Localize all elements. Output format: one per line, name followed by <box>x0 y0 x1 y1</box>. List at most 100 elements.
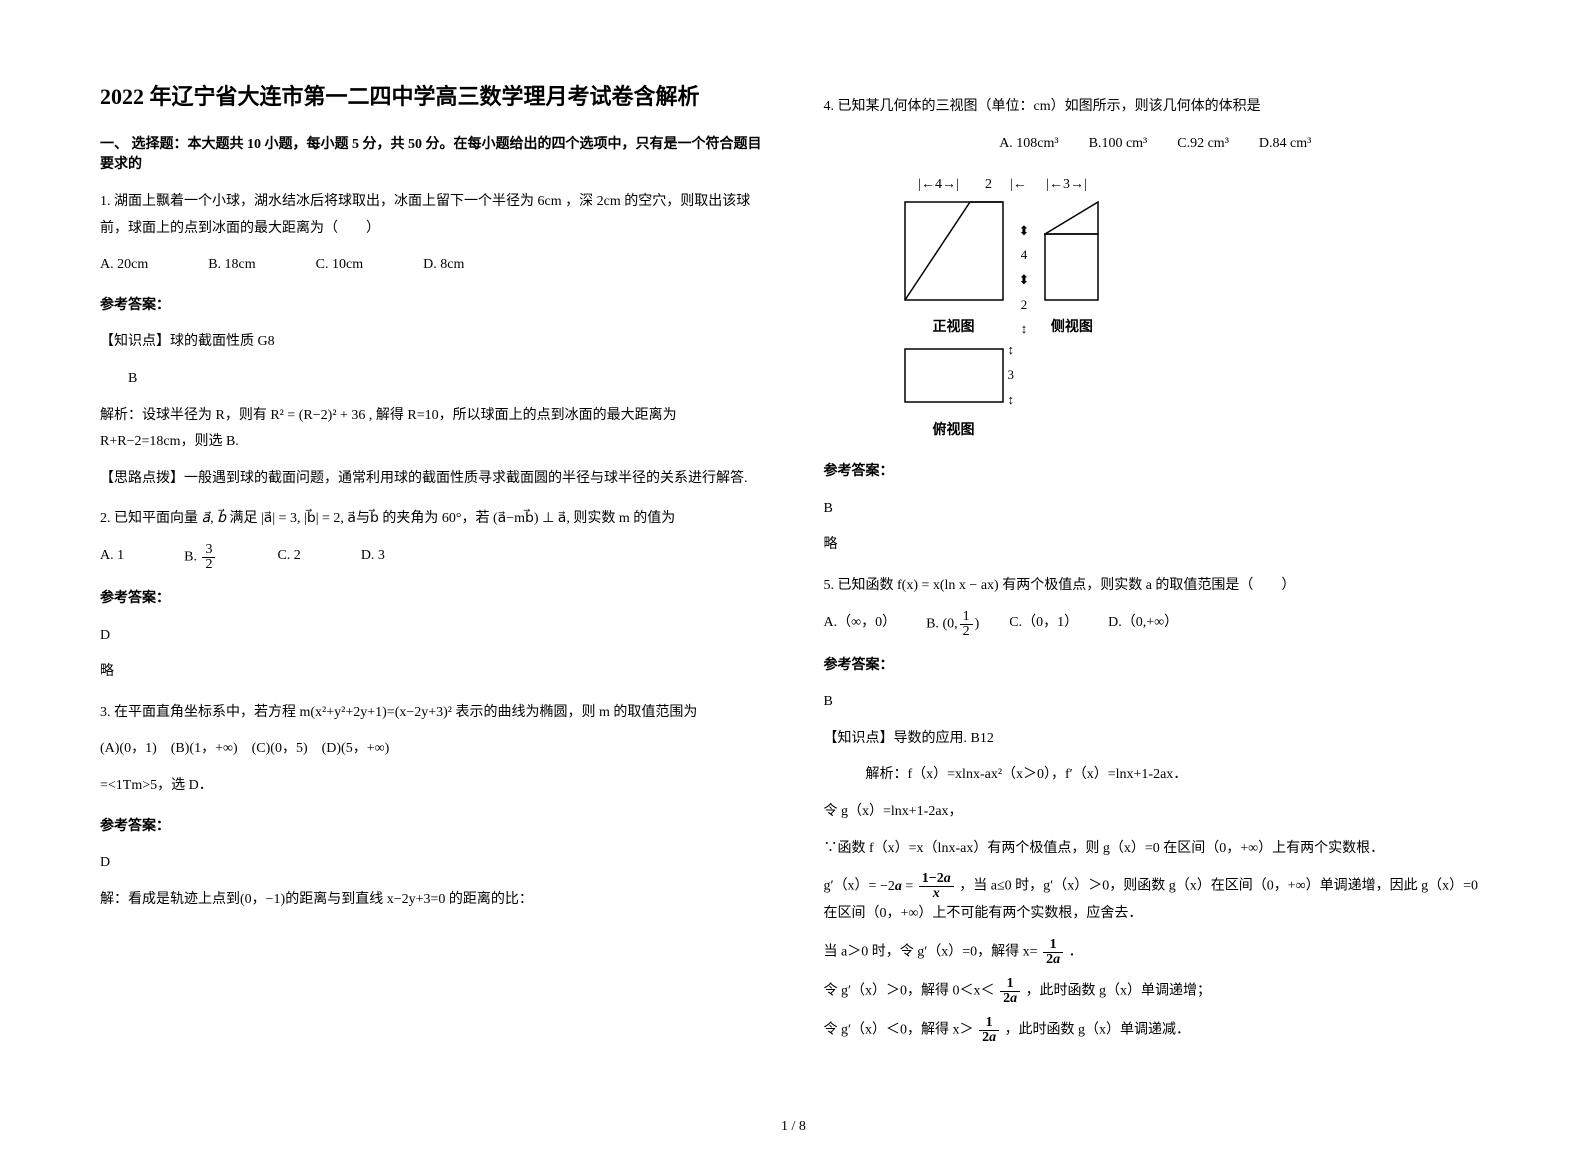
q1-opt-a: A. 20cm <box>100 252 148 279</box>
dim-4: 4 <box>935 172 942 199</box>
q2-text-pre: 2. 已知平面向量 <box>100 511 202 526</box>
q5-sol6-post: ，此时函数 g（x）单调递增； <box>1026 983 1212 998</box>
dim-4-h: 4 <box>1021 243 1028 268</box>
q2-note: 略 <box>100 659 764 686</box>
question-1: 1. 湖面上飘着一个小球，湖水结冰后将球取出，冰面上留下一个半径为 6cm ，深… <box>100 189 764 492</box>
arrow-up-icon: ⬍ <box>1019 219 1030 244</box>
q5-sol4: g′（x）= −2a = 1−2ax ，当 a≤0 时，g′（x）＞0，则函数 … <box>824 872 1488 928</box>
q4-opt-a: A. 108cm³ <box>999 131 1058 158</box>
q5-opt-b: B. (0,12) <box>926 610 979 639</box>
q1-options: A. 20cm B. 18cm C. 10cm D. 8cm <box>100 252 764 279</box>
q5-options: A.（∞，0） B. (0,12) C.（0，1） D.（0,+∞） <box>824 610 1488 639</box>
frac-expr: −2a = 1−2ax <box>880 879 956 894</box>
q4-opt-b: B.100 cm³ <box>1089 131 1148 158</box>
q3-sol: 解：看成是轨迹上点到(0，−1)的距离与到直线 x−2y+3=0 的距离的比： <box>100 887 764 914</box>
arrow-left-icon: |← <box>1010 172 1027 199</box>
arrow-up-icon: ↕ <box>1008 338 1015 363</box>
q4-text: 4. 已知某几何体的三视图（单位：cm）如图所示，则该几何体的体积是 <box>824 94 1488 121</box>
q4-opt-d: D.84 cm³ <box>1259 131 1311 158</box>
q4-note: 略 <box>824 532 1488 559</box>
q2-vec: a⃗, b⃗ <box>202 511 226 526</box>
arrow-left-icon: |← <box>918 172 935 199</box>
q4-opt-c: C.92 cm³ <box>1177 131 1229 158</box>
q1-opt-d: D. 8cm <box>423 252 464 279</box>
q5-sol5: 当 a＞0 时，令 g′（x）=0，解得 x= 12a ． <box>824 938 1488 967</box>
page-footer: 1 / 8 <box>0 1099 1587 1155</box>
q3-text: 3. 在平面直角坐标系中，若方程 m(x²+y²+2y+1)=(x−2y+3)²… <box>100 700 764 727</box>
q1-analysis: 解析：设球半径为 R，则有 R² = (R−2)² + 36 , 解得 R=10… <box>100 403 764 456</box>
front-view-label: 正视图 <box>904 315 1004 342</box>
q5-sol5-post: ． <box>1069 944 1083 959</box>
question-4: 4. 已知某几何体的三视图（单位：cm）如图所示，则该几何体的体积是 A. 10… <box>824 94 1488 559</box>
front-view-container: 正视图 <box>904 201 1004 342</box>
arrow-updown-icon: ↕ <box>1021 317 1028 342</box>
exam-title: 2022 年辽宁省大连市第一二四中学高三数学理月考试卷含解析 <box>100 80 764 113</box>
question-2: 2. 已知平面向量 a⃗, b⃗ 满足 |a⃗| = 3, |b⃗| = 2, … <box>100 506 764 685</box>
section-1-title: 一、 选择题：本大题共 10 小题，每小题 5 分，共 50 分。在每小题给出的… <box>100 133 764 173</box>
frac-3-2: 32 <box>202 543 215 572</box>
q5-answer-letter: B <box>824 689 1488 716</box>
question-3: 3. 在平面直角坐标系中，若方程 m(x²+y²+2y+1)=(x−2y+3)²… <box>100 700 764 914</box>
q3-answer-label: 参考答案： <box>100 814 764 841</box>
frac-1-2a-c: 12a <box>979 1016 999 1045</box>
frac-1-2: 12 <box>960 610 973 639</box>
q1-hint: 【思路点拨】一般遇到球的截面问题，通常利用球的截面性质寻求截面圆的半径与球半径的… <box>100 466 764 493</box>
dim-3: 3 <box>1063 172 1070 199</box>
question-5: 5. 已知函数 f(x) = x(ln x − ax) 有两个极值点，则实数 a… <box>824 573 1488 1045</box>
top-view-svg <box>904 348 1004 403</box>
q2-text-mid: 满足 |a⃗| = 3, |b⃗| = 2, a⃗与b⃗ 的夹角为 60°，若 … <box>226 511 675 526</box>
arrow-down-icon: ↕ <box>1008 388 1015 413</box>
q5-sol7: 令 g′（x）＜0，解得 x＞ 12a ，此时函数 g（x）单调递减． <box>824 1016 1488 1045</box>
q4-answer-letter: B <box>824 496 1488 523</box>
q5-sol6-pre: 令 g′（x）＞0，解得 0＜x＜ <box>824 983 999 998</box>
side-view-svg <box>1044 201 1099 301</box>
arrow-right-icon: →| <box>942 172 959 199</box>
q2-options: A. 1 B. 32 C. 2 D. 3 <box>100 543 764 572</box>
q3-options: (A)(0，1) (B)(1，+∞) (C)(0，5) (D)(5，+∞) <box>100 736 764 763</box>
front-view-svg <box>904 201 1004 301</box>
q4-options: A. 108cm³ B.100 cm³ C.92 cm³ D.84 cm³ <box>824 131 1488 158</box>
q5-knowledge: 【知识点】导数的应用. B12 <box>824 726 1488 753</box>
q2-answer-letter: D <box>100 623 764 650</box>
q1-answer-letter: B <box>100 366 764 393</box>
q5-text: 5. 已知函数 f(x) = x(ln x − ax) 有两个极值点，则实数 a… <box>824 573 1488 600</box>
q5-sol6: 令 g′（x）＞0，解得 0＜x＜ 12a ，此时函数 g（x）单调递增； <box>824 977 1488 1006</box>
q5-sol7-pre: 令 g′（x）＜0，解得 x＞ <box>824 1022 978 1037</box>
q4-answer-label: 参考答案： <box>824 459 1488 486</box>
top-dimensions: |←4→| 2 |← |←3→| <box>904 172 1488 199</box>
q2-text: 2. 已知平面向量 a⃗, b⃗ 满足 |a⃗| = 3, |b⃗| = 2, … <box>100 506 764 533</box>
q1-knowledge: 【知识点】球的截面性质 G8 <box>100 329 764 356</box>
q5-answer-label: 参考答案： <box>824 653 1488 680</box>
q3-answer-letter: D <box>100 850 764 877</box>
q5-sol4-pre: g′（x）= <box>824 879 880 894</box>
q5-sol7-post: ，此时函数 g（x）单调递减． <box>1005 1022 1191 1037</box>
arrow-right-icon: →| <box>1070 172 1087 199</box>
dim-3-v: 3 <box>1008 363 1015 388</box>
q5-opt-c: C.（0，1） <box>1009 610 1078 639</box>
q2-opt-c: C. 2 <box>277 543 300 572</box>
q3-note: =<1Tm>5，选 D． <box>100 773 764 800</box>
q5-sol3: ∵函数 f（x）=x（lnx-ax）有两个极值点，则 g（x）=0 在区间（0，… <box>824 836 1488 863</box>
three-view-diagram: |←4→| 2 |← |←3→| 正视图 ⬍ <box>904 172 1488 444</box>
q5-sol2: 令 g（x）=lnx+1-2ax， <box>824 799 1488 826</box>
top-height-dim: ↕ 3 ↕ <box>1008 348 1015 403</box>
frac-1-2a-b: 12a <box>1000 977 1020 1006</box>
q2-opt-d: D. 3 <box>361 543 385 572</box>
q1-text: 1. 湖面上飘着一个小球，湖水结冰后将球取出，冰面上留下一个半径为 6cm ，深… <box>100 189 764 242</box>
dim-2-top: 2 <box>985 172 992 199</box>
arrow-down-icon: ⬍ <box>1019 268 1030 293</box>
top-view-label: 俯视图 <box>904 418 1004 445</box>
q5-opt-d: D.（0,+∞） <box>1108 610 1178 639</box>
q5-opt-a: A.（∞，0） <box>824 610 897 639</box>
top-view-container: 俯视图 <box>904 348 1004 444</box>
q2-opt-a: A. 1 <box>100 543 124 572</box>
side-view-label: 侧视图 <box>1044 315 1099 342</box>
q1-opt-c: C. 10cm <box>316 252 363 279</box>
q5-opt-b-pre: B. <box>926 616 942 631</box>
q2-opt-b-pre: B. <box>184 550 200 565</box>
arrow-left-icon: |← <box>1046 172 1063 199</box>
q5-sol5-pre: 当 a＞0 时，令 g′（x）=0，解得 x= <box>824 944 1042 959</box>
q1-answer-label: 参考答案： <box>100 293 764 320</box>
height-dims: ⬍ 4 ⬍ 2 ↕ <box>1019 242 1030 342</box>
dim-2: 2 <box>1021 293 1028 318</box>
